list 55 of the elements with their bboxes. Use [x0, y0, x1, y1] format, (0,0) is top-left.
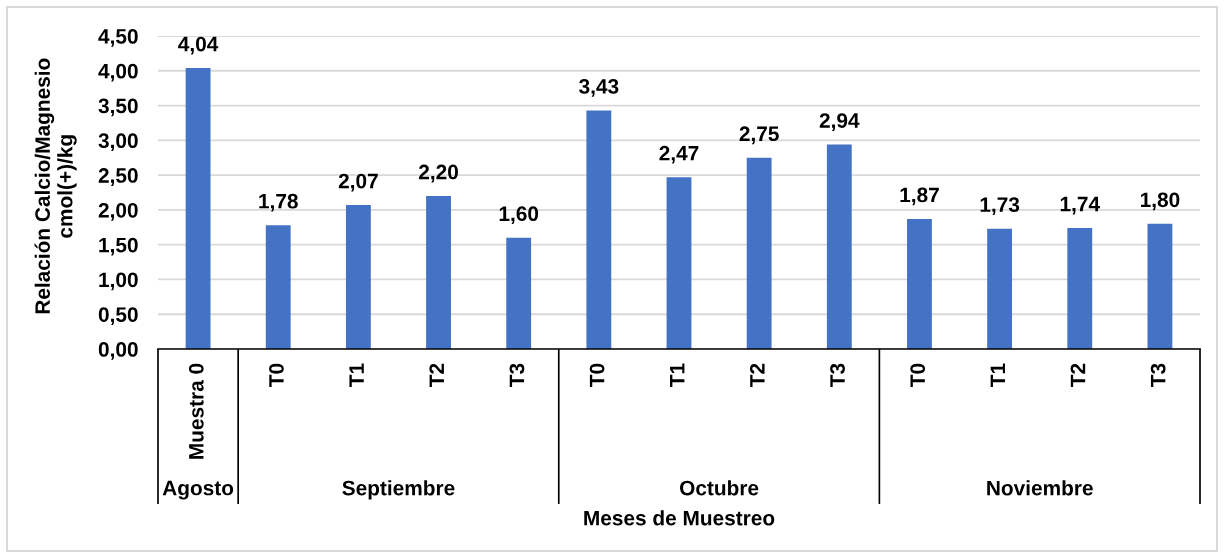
bar — [345, 205, 371, 349]
x-tick-label: T1 — [349, 363, 364, 387]
data-label: 1,73 — [980, 197, 1020, 216]
data-label: 4,04 — [178, 36, 219, 55]
y-tick-label: 1,50 — [99, 237, 138, 256]
x-tick-label: T1 — [670, 363, 685, 387]
y-tick-label: 3,00 — [98, 133, 138, 152]
data-label: 1,74 — [1060, 196, 1100, 215]
x-tick-label: T0 — [910, 363, 926, 387]
y-tick-label: 1,00 — [99, 272, 138, 291]
y-axis-title: Relación Calcio/Magnesio cmol(+)/kg — [34, 58, 77, 314]
y-tick-label: 4,50 — [98, 29, 138, 47]
x-tick-label: T3 — [830, 363, 845, 387]
y-tick-label: 0,00 — [98, 342, 138, 360]
data-label: 2,07 — [338, 173, 378, 192]
bar — [265, 225, 291, 349]
x-tick-label: Muestra 0 — [188, 363, 204, 459]
y-tick-label: 4,00 — [98, 63, 138, 82]
x-tick-label: T2 — [749, 363, 765, 387]
text: Noviembre — [987, 480, 1093, 496]
data-label: 2,47 — [659, 145, 699, 164]
y-tick-label: 0,50 — [98, 307, 138, 325]
data-label: 1,80 — [1140, 192, 1180, 211]
text: Agosto — [162, 480, 234, 500]
text: Octubre — [680, 480, 759, 496]
x-tick-label: T0 — [589, 363, 605, 387]
data-label: 3,43 — [579, 79, 619, 97]
x-tick-label: T3 — [509, 363, 525, 387]
bar — [746, 157, 772, 349]
bar — [987, 228, 1013, 349]
bar — [666, 177, 692, 349]
bar — [1067, 227, 1093, 349]
bar — [426, 195, 451, 349]
data-label: 1,78 — [259, 193, 298, 212]
data-label: 2,94 — [819, 113, 860, 131]
data-label: 1,87 — [900, 187, 939, 206]
x-tick-label: T1 — [990, 363, 1005, 387]
data-label: 2,75 — [739, 126, 779, 145]
x-tick-label: T2 — [1070, 363, 1086, 387]
text: Septiembre — [342, 480, 455, 500]
bar — [185, 68, 211, 349]
data-label: 1,60 — [499, 206, 539, 225]
x-tick-label: T0 — [269, 363, 284, 387]
y-tick-label: 2,50 — [98, 168, 138, 186]
x-tick-label: T3 — [1150, 363, 1166, 387]
y-tick-label: 3,50 — [98, 98, 138, 117]
bar — [907, 218, 932, 349]
y-tick-label: 2,00 — [98, 202, 138, 221]
bar — [506, 237, 532, 349]
data-label: 2,20 — [418, 164, 458, 183]
bar — [826, 144, 852, 349]
x-tick-label: T2 — [429, 363, 444, 387]
bar — [1147, 223, 1173, 349]
x-axis-title: Meses de Muestreo — [584, 510, 775, 526]
bar — [586, 110, 612, 349]
